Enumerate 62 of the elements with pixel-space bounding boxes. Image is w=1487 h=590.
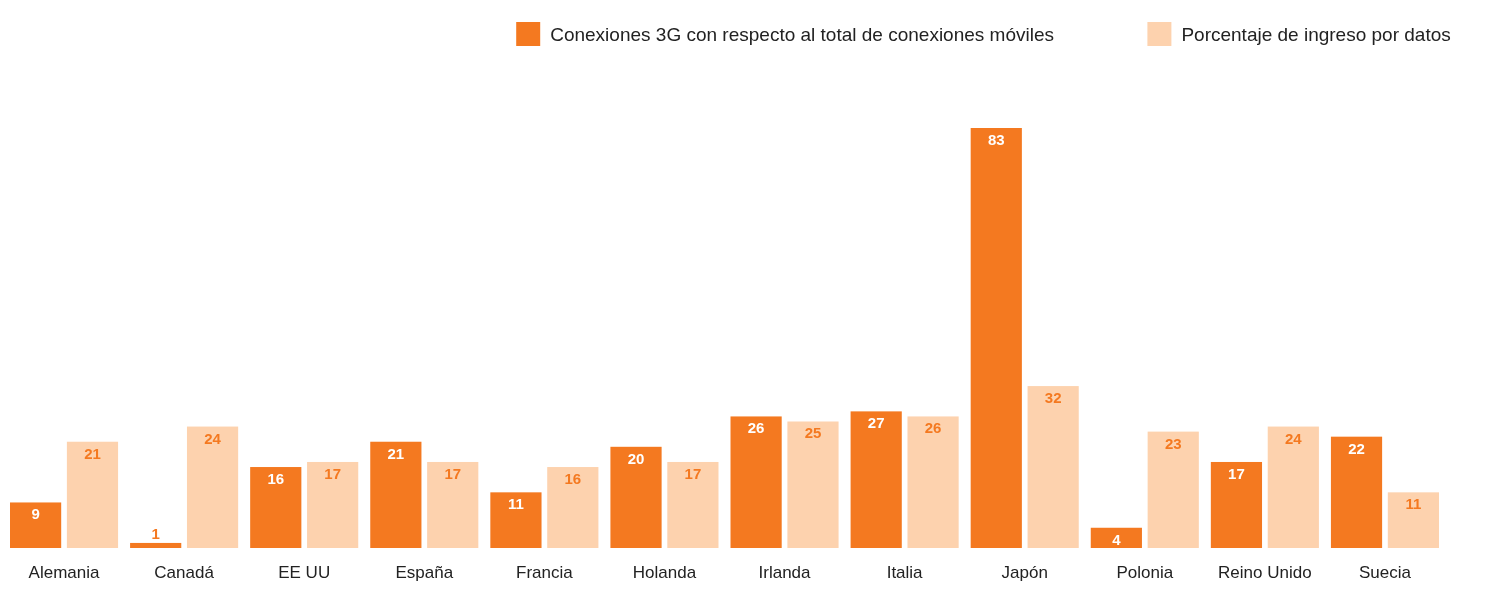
x-tick-label: Francia [516,563,574,582]
data-label: 21 [84,444,101,462]
data-label: 4 [1112,530,1122,548]
bar [1027,386,1079,548]
data-label: 27 [867,414,885,432]
x-tick-label: Polonia [1116,563,1174,582]
data-label: 1 [151,524,160,542]
x-tick-label: España [395,563,454,582]
data-label: 26 [924,419,942,437]
data-label: 25 [804,424,822,442]
bar [370,441,422,548]
x-tick-label: Canadá [154,563,215,582]
bar [1387,492,1439,548]
data-label: 16 [267,470,285,488]
bar [186,426,239,548]
bar [1267,426,1319,548]
data-label: 24 [1284,429,1303,447]
legend-label: Porcentaje de ingreso por datos [1181,24,1451,45]
data-label: 32 [1044,389,1062,407]
bar [1090,527,1142,548]
data-label: 11 [508,495,524,513]
x-tick-label: Reino Unido [1218,563,1312,582]
data-label: 22 [1348,439,1365,457]
bar [307,461,359,548]
data-label: 17 [444,464,462,482]
data-label: 9 [31,505,40,523]
bar [130,542,182,548]
bar [66,441,119,548]
bar [1330,436,1383,548]
data-label: 17 [1228,464,1245,482]
x-tick-label: Irlanda [758,563,812,582]
data-label: 26 [747,419,765,437]
data-label: 17 [324,464,341,482]
bar [667,461,719,548]
data-label: 23 [1164,434,1182,452]
bar [850,411,902,548]
bar [907,416,959,548]
data-label: 83 [987,131,1005,148]
bar [250,467,302,548]
x-tick-label: Italia [886,563,924,582]
x-tick-label: Holanda [632,563,697,582]
x-tick-label: Suecia [1358,563,1412,582]
x-tick-label: EE UU [278,563,331,582]
bar [547,467,599,548]
bar [610,446,662,548]
x-tick-label: Japón [1001,563,1048,582]
bar [970,128,1022,548]
data-label: 17 [684,464,702,482]
data-label: 24 [204,429,222,447]
bar [730,416,782,548]
bar [787,421,839,548]
data-label: 21 [387,444,405,462]
data-label: 16 [564,470,582,488]
bar [427,461,479,548]
bar [1147,431,1199,548]
data-label: 11 [1405,495,1422,513]
x-tick-label: Alemania [28,563,101,582]
legend-label: Conexiones 3G con respecto al total de conexiones móviles [550,24,1054,45]
data-label: 20 [627,449,645,467]
bar [1210,461,1263,548]
bar [10,502,62,548]
bar [490,492,542,548]
